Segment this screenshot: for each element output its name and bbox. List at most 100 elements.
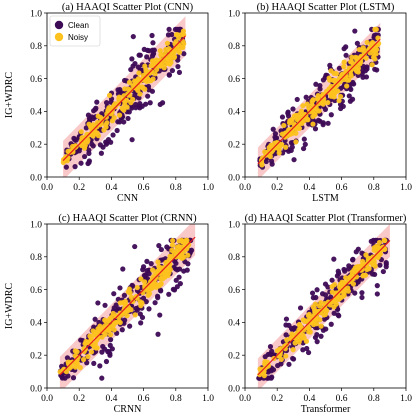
noisy-point bbox=[289, 331, 295, 337]
noisy-point bbox=[97, 323, 103, 329]
noisy-point bbox=[376, 239, 383, 246]
clean-point bbox=[108, 337, 114, 343]
x-axis-label: CRNN bbox=[114, 404, 142, 413]
noisy-point bbox=[294, 116, 300, 123]
clean-point bbox=[90, 143, 96, 149]
noisy-point bbox=[106, 92, 113, 98]
noisy-point bbox=[158, 281, 164, 287]
y-tick-label: 0.4 bbox=[30, 108, 42, 118]
noisy-point bbox=[370, 54, 377, 60]
x-tick-label: 0.0 bbox=[41, 394, 53, 404]
noisy-point bbox=[336, 98, 342, 104]
clean-point bbox=[132, 60, 138, 67]
noisy-point bbox=[361, 51, 367, 57]
clean-point bbox=[283, 322, 289, 328]
x-tick-label: 1.0 bbox=[202, 183, 214, 193]
x-tick-label: 1.0 bbox=[400, 183, 412, 193]
clean-point bbox=[353, 249, 359, 255]
clean-point bbox=[314, 339, 320, 345]
clean-point bbox=[175, 63, 181, 70]
clean-point bbox=[155, 331, 161, 337]
clean-point bbox=[317, 83, 323, 89]
clean-point bbox=[119, 327, 125, 333]
clean-point bbox=[129, 56, 135, 62]
noisy-point bbox=[162, 274, 168, 280]
noisy-point bbox=[106, 327, 112, 334]
y-tick-label: 0.0 bbox=[228, 384, 240, 394]
clean-point bbox=[103, 358, 110, 365]
fit-line bbox=[59, 236, 196, 376]
noisy-point bbox=[173, 251, 180, 257]
legend-label-noisy: Noisy bbox=[68, 33, 88, 42]
x-tick-label: 1.0 bbox=[202, 394, 214, 404]
clean-point bbox=[181, 268, 187, 274]
noisy-point bbox=[349, 54, 355, 60]
clean-point bbox=[166, 291, 172, 297]
noisy-point bbox=[357, 61, 363, 67]
plot-area bbox=[256, 224, 391, 388]
clean-point bbox=[346, 93, 352, 99]
clean-point bbox=[115, 119, 121, 125]
clean-point bbox=[133, 305, 139, 312]
clean-point bbox=[125, 115, 131, 122]
noisy-point bbox=[111, 320, 117, 326]
clean-point bbox=[328, 321, 334, 327]
noisy-point bbox=[302, 318, 308, 324]
clean-point bbox=[94, 99, 100, 105]
plot-frame bbox=[244, 223, 407, 389]
x-tick-label: 0.2 bbox=[271, 394, 283, 404]
clean-point bbox=[328, 112, 334, 118]
clean-point bbox=[150, 40, 156, 46]
noisy-point bbox=[85, 137, 91, 143]
clean-point bbox=[113, 302, 119, 308]
x-tick-label: 0.0 bbox=[239, 183, 251, 193]
noisy-point bbox=[360, 272, 367, 278]
noisy-point bbox=[297, 336, 303, 342]
clean-point bbox=[170, 286, 176, 292]
noisy-point bbox=[276, 150, 282, 156]
noisy-point bbox=[111, 327, 117, 333]
clean-point bbox=[148, 261, 154, 267]
noisy-point bbox=[166, 257, 172, 263]
clean-point bbox=[86, 159, 92, 166]
y-tick-label: 0.4 bbox=[228, 108, 240, 118]
clean-point bbox=[360, 74, 366, 80]
clean-point bbox=[105, 349, 111, 355]
noisy-point bbox=[72, 364, 79, 370]
clean-point bbox=[146, 306, 152, 312]
clean-point bbox=[95, 300, 101, 306]
noisy-point bbox=[283, 353, 289, 359]
clean-point bbox=[283, 332, 289, 338]
noisy-point bbox=[350, 281, 357, 287]
y-axis-label: IG+WDRC bbox=[4, 283, 15, 330]
clean-point bbox=[149, 47, 155, 53]
noisy-point bbox=[90, 122, 96, 128]
noisy-point bbox=[343, 275, 349, 281]
noisy-point bbox=[132, 312, 138, 318]
clean-point bbox=[140, 267, 146, 273]
y-tick-label: 0.0 bbox=[30, 384, 42, 394]
clean-point bbox=[121, 119, 127, 125]
clean-point bbox=[274, 135, 280, 141]
clean-point bbox=[362, 68, 369, 74]
noisy-point bbox=[109, 118, 115, 124]
clean-point bbox=[144, 54, 150, 60]
noisy-point bbox=[85, 353, 91, 360]
noisy-point bbox=[131, 78, 138, 84]
clean-point bbox=[285, 109, 291, 115]
noisy-point bbox=[303, 338, 310, 344]
clean-point bbox=[156, 243, 162, 249]
clean-point bbox=[265, 351, 271, 358]
noisy-point bbox=[121, 97, 127, 103]
clean-point bbox=[110, 132, 116, 138]
noisy-point bbox=[180, 28, 187, 34]
series-noisy bbox=[57, 237, 192, 375]
noisy-point bbox=[318, 323, 324, 329]
noisy-point bbox=[373, 26, 379, 32]
clean-point bbox=[164, 244, 170, 250]
noisy-point bbox=[351, 61, 357, 67]
clean-point bbox=[350, 256, 356, 262]
fit-line bbox=[62, 35, 186, 162]
noisy-point bbox=[297, 323, 303, 329]
